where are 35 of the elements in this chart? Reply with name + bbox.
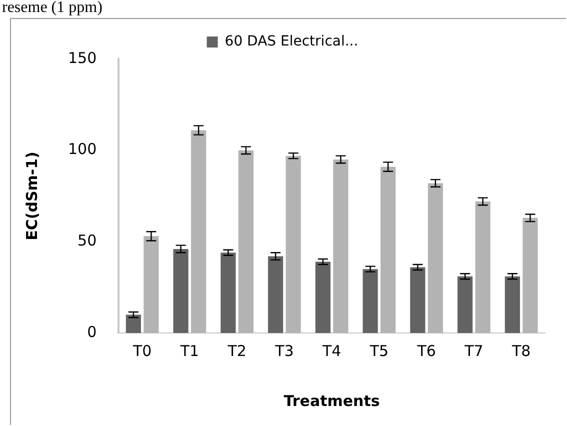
bar xyxy=(238,150,254,333)
bar xyxy=(173,248,188,333)
bar xyxy=(286,156,301,333)
bar xyxy=(380,166,396,333)
bar xyxy=(268,256,284,333)
bar xyxy=(126,314,141,333)
x-tick-label: T5 xyxy=(368,342,389,360)
y-tick-label: 0 xyxy=(87,322,97,341)
x-tick-label: T2 xyxy=(226,342,246,360)
text: reseme (1 ppm) xyxy=(2,0,102,16)
bar xyxy=(428,183,443,333)
x-tick-label: T6 xyxy=(416,342,436,360)
bar xyxy=(333,159,348,333)
bar xyxy=(410,267,426,333)
x-tick-label: T4 xyxy=(321,342,342,360)
bar xyxy=(362,269,378,333)
bar xyxy=(504,276,520,333)
y-tick-label: 50 xyxy=(78,232,97,250)
bar xyxy=(315,262,330,333)
y-tick-label: 100 xyxy=(68,140,97,158)
bar xyxy=(191,130,206,333)
bar xyxy=(458,276,473,333)
x-tick-label: T3 xyxy=(274,342,294,360)
bar xyxy=(144,236,159,333)
x-tick-label: T8 xyxy=(510,342,531,360)
y-axis-title: EC(dSm-1) xyxy=(22,152,41,240)
bar xyxy=(522,218,538,333)
x-tick-label: T1 xyxy=(179,342,200,360)
x-tick-label: T7 xyxy=(464,342,484,360)
x-tick-label: T0 xyxy=(132,342,152,360)
y-tick-label: 150 xyxy=(68,48,97,67)
bar xyxy=(475,201,490,333)
legend-label: 60 DAS Electrical... xyxy=(224,34,358,50)
bar xyxy=(220,252,236,333)
x-axis-title: Treatments xyxy=(284,392,380,410)
